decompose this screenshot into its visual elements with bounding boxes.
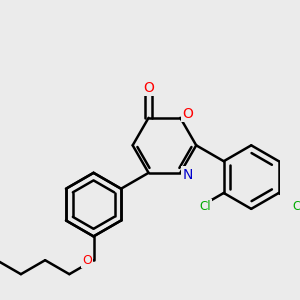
- Text: O: O: [143, 81, 154, 94]
- Text: O: O: [82, 254, 92, 267]
- Text: O: O: [182, 107, 193, 121]
- Text: Cl: Cl: [200, 200, 211, 213]
- Text: N: N: [183, 168, 193, 182]
- Text: Cl: Cl: [292, 200, 300, 213]
